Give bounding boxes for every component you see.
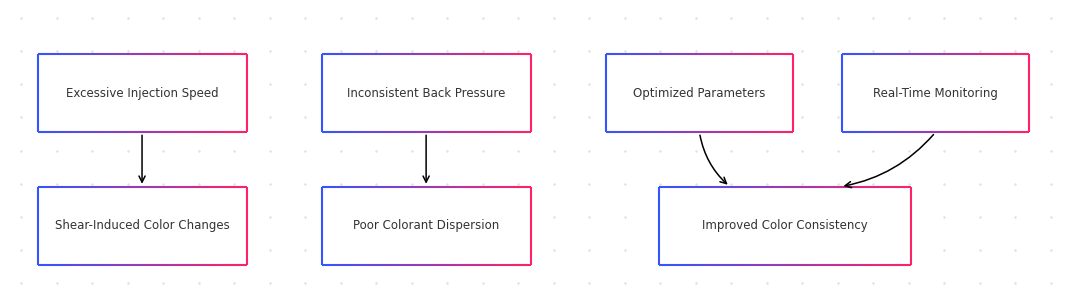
- FancyBboxPatch shape: [322, 187, 531, 265]
- Text: Poor Colorant Dispersion: Poor Colorant Dispersion: [353, 219, 500, 232]
- Text: Shear-Induced Color Changes: Shear-Induced Color Changes: [55, 219, 229, 232]
- Text: Improved Color Consistency: Improved Color Consistency: [702, 219, 868, 232]
- FancyBboxPatch shape: [659, 187, 911, 265]
- FancyBboxPatch shape: [842, 54, 1029, 132]
- FancyBboxPatch shape: [606, 54, 793, 132]
- FancyBboxPatch shape: [38, 54, 247, 132]
- FancyBboxPatch shape: [322, 54, 531, 132]
- Text: Excessive Injection Speed: Excessive Injection Speed: [65, 87, 219, 100]
- FancyBboxPatch shape: [38, 187, 247, 265]
- Text: Optimized Parameters: Optimized Parameters: [634, 87, 765, 100]
- Text: Real-Time Monitoring: Real-Time Monitoring: [873, 87, 998, 100]
- Text: Inconsistent Back Pressure: Inconsistent Back Pressure: [347, 87, 505, 100]
